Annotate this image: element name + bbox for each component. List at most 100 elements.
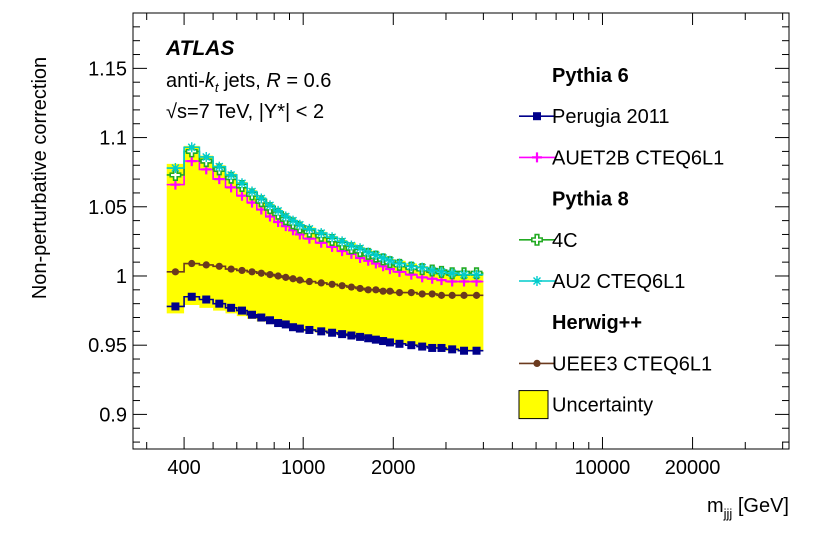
legend-marker [533, 112, 541, 121]
data-point [356, 284, 364, 293]
series-line-au2-cteq6l1 [166, 146, 484, 276]
data-point [226, 169, 237, 180]
data-point [186, 142, 197, 153]
data-point [226, 182, 237, 193]
data-point [417, 262, 428, 273]
data-point [395, 288, 404, 297]
plot-frame [132, 12, 790, 450]
data-point [296, 276, 304, 284]
data-point [289, 275, 297, 283]
data-point [384, 255, 395, 266]
data-point [247, 186, 258, 197]
data-point [472, 291, 481, 299]
radius-value: = 0.6 [281, 70, 332, 92]
data-point [188, 259, 196, 268]
data-point [372, 286, 380, 294]
data-point [428, 290, 436, 298]
data-point [338, 282, 346, 290]
data-point [459, 269, 470, 280]
series-line-perugia-2011 [166, 295, 484, 352]
legend-item-auet2b-cteq6l1: AUET2B CTEQ6L1 [519, 147, 724, 169]
data-point [201, 151, 212, 162]
legend-marker [532, 276, 542, 286]
legend-item-au2-cteq6l1: AU2 CTEQ6L1 [519, 271, 685, 293]
data-point [305, 325, 314, 334]
series-line-auet2b-cteq6l1 [166, 160, 484, 283]
jets-k-sub: t [215, 80, 220, 95]
data-point [437, 291, 446, 299]
legend-item-ueee3-cteq6l1: UEEE3 CTEQ6L1 [519, 353, 712, 375]
data-point [214, 161, 225, 172]
legend-label: Uncertainty [552, 395, 653, 417]
data-point [280, 211, 291, 222]
data-point [282, 273, 290, 281]
x-tick-label: 20000 [665, 457, 721, 479]
data-point [274, 319, 283, 328]
y-axis-title: Non-perturbative correction [29, 57, 51, 299]
series-line-ueee3-cteq6l1 [166, 262, 484, 297]
series-au2-cteq6l1 [166, 142, 484, 280]
data-point [338, 330, 347, 339]
x-tick-label: 400 [167, 457, 200, 479]
data-point [171, 268, 180, 276]
data-point [215, 299, 224, 308]
jets-prefix: anti- [166, 70, 205, 92]
legend-group-label: Herwig++ [552, 312, 642, 334]
data-point [347, 283, 356, 291]
x-axis-title-sub: jjj [723, 506, 733, 521]
data-point [407, 341, 416, 350]
data-point [427, 265, 438, 276]
jets-k: k [205, 70, 216, 92]
data-point [448, 291, 456, 299]
data-point [187, 292, 196, 301]
data-point [227, 265, 235, 273]
data-point [471, 269, 482, 280]
legend-label: UEEE3 CTEQ6L1 [552, 353, 712, 375]
data-point [394, 258, 405, 269]
data-point [355, 243, 366, 254]
data-point [266, 271, 274, 279]
data-point [295, 324, 304, 333]
data-point [395, 339, 404, 348]
data-point [386, 287, 394, 295]
jets-suffix: jets, [219, 70, 267, 92]
data-point [236, 190, 247, 201]
legend: Pythia 6 Perugia 2011 AUET2B CTEQ6L1 Pythia… [518, 65, 724, 420]
data-point [364, 286, 372, 294]
data-point [460, 346, 469, 355]
data-point [214, 174, 225, 185]
y-tick-label: 1 [116, 266, 127, 288]
data-point [237, 306, 246, 315]
data-point [171, 302, 180, 311]
y-tick-label: 1.15 [88, 58, 127, 80]
data-point [407, 288, 415, 297]
data-point [227, 303, 236, 312]
tick-layer: 400 1000 2000 10000 20000 0.9 0.95 1 1.05 1.1 1.15 [88, 12, 789, 479]
data-point [316, 228, 327, 239]
data-point [406, 261, 417, 272]
data-point [378, 252, 389, 263]
x-axis-title-unit: [GeV] [732, 495, 789, 517]
series-perugia-2011 [166, 292, 484, 355]
data-point [328, 280, 336, 288]
data-point [363, 247, 374, 258]
legend-group-label: Pythia 6 [552, 65, 629, 87]
data-point [337, 236, 348, 247]
data-point [447, 268, 458, 279]
y-tick-label: 1.05 [88, 197, 127, 219]
data-point [371, 335, 380, 344]
legend-item-perugia-2011: Perugia 2011 [519, 106, 670, 128]
data-point [317, 327, 326, 336]
data-point [186, 156, 197, 167]
y-tick-label: 1.1 [99, 128, 127, 150]
legend-item-4c: 4C [519, 230, 578, 252]
uncertainty-band [166, 145, 484, 351]
legend-marker [532, 152, 542, 163]
data-point [327, 232, 338, 243]
data-point [385, 338, 394, 347]
data-point [236, 178, 247, 189]
data-point [428, 343, 437, 352]
data-point [202, 295, 211, 304]
data-point [256, 193, 267, 204]
